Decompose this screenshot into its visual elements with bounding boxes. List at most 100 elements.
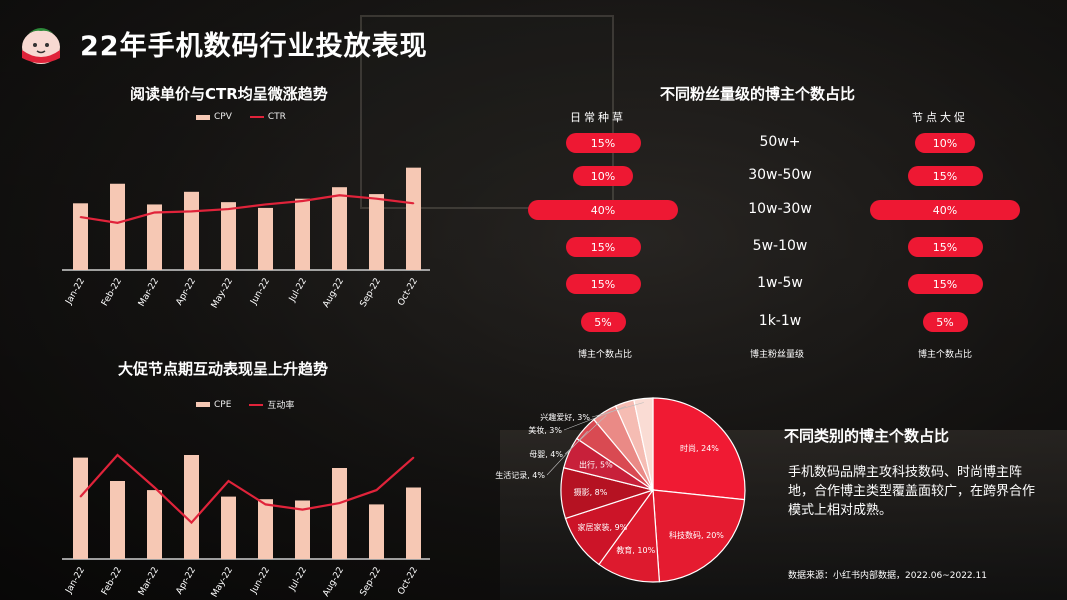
- daily-share-pill: 15%: [565, 133, 641, 153]
- bar-cpv-sep-22: [369, 194, 384, 270]
- bar-cpv-feb-22: [110, 183, 125, 270]
- pie-slice: [633, 397, 654, 491]
- bar-cpv-jul-22: [295, 198, 310, 270]
- x-tick-label: May-22: [210, 566, 235, 600]
- legend-label: 互动率: [267, 401, 295, 411]
- x-tick-label: Aug-22: [321, 277, 346, 310]
- x-tick-label: Jan-22: [64, 277, 87, 308]
- chart1-legend: CPV CTR: [196, 112, 286, 122]
- pie-slice-label: 家居家装, 9%: [577, 522, 627, 532]
- bar-cpe-aug-22: [332, 468, 347, 559]
- promo-share-pill: 15%: [907, 274, 983, 294]
- fan-tier-label: 50w+: [759, 134, 801, 150]
- promo-share-pill: 40%: [870, 200, 1020, 220]
- bar-cpv-apr-22: [184, 191, 199, 270]
- pie-slice-label: 教育, 10%: [616, 545, 655, 555]
- chart2-title: 大促节点期互动表现呈上升趋势: [118, 360, 329, 378]
- legend-bar-swatch: [196, 402, 210, 407]
- legend-label: CPE: [214, 399, 232, 410]
- x-tick-label: Sep-22: [359, 566, 383, 598]
- line-point: [301, 200, 304, 202]
- bar-cpe-sep-22: [369, 504, 384, 559]
- line-point: [375, 197, 378, 200]
- bar-cpe-may-22: [221, 496, 236, 559]
- line-point: [190, 521, 193, 524]
- bar-cpv-mar-22: [147, 204, 162, 270]
- bar-cpv-aug-22: [332, 187, 347, 270]
- pie-slice-label: 兴趣爱好, 3%: [540, 412, 590, 422]
- daily-share-pill: 15%: [565, 237, 641, 257]
- fan-tier-label: 30w-50w: [748, 167, 812, 183]
- line-point: [79, 216, 82, 218]
- fan-tier-label: 1k-1w: [758, 313, 802, 329]
- pie-slice-label: 时尚, 24%: [680, 443, 719, 453]
- x-tick-label: Apr-22: [175, 566, 199, 597]
- pie-slice: [652, 489, 746, 583]
- line-point: [153, 486, 156, 489]
- bar-cpe-apr-22: [184, 455, 199, 559]
- x-tick-label: Oct-22: [396, 277, 420, 308]
- data-source: 数据来源：小红书内部数据，2022.06~2022.11: [788, 571, 987, 581]
- promo-footer: 博主个数占比: [918, 350, 973, 360]
- bar-cpe-jul-22: [295, 500, 310, 559]
- pie-slice-label: 科技数码, 20%: [669, 530, 724, 540]
- summary-text: 手机数码品牌主攻科技数码、时尚博主阵地，合作博主类型覆盖面较广，在跨界合作模式上…: [788, 465, 1036, 518]
- legend-label: CTR: [267, 112, 286, 122]
- bar-cpv-jan-22: [73, 203, 88, 270]
- background-picture-frame: [360, 15, 614, 209]
- line-point: [264, 503, 267, 506]
- legend-bar-swatch: [196, 114, 210, 120]
- bar-cpe-feb-22: [110, 481, 125, 559]
- bar-cpv-jun-22: [258, 207, 273, 270]
- bar-cpe-mar-22: [147, 490, 162, 559]
- promo-share-pill: 15%: [907, 237, 983, 257]
- line-point: [301, 508, 304, 511]
- fan-tier-label: 1w-5w: [757, 275, 803, 291]
- bar-cpv-may-22: [221, 202, 236, 270]
- legend-label: CPV: [214, 112, 232, 122]
- line-point: [338, 194, 341, 197]
- line-point: [338, 502, 341, 504]
- line-series: [80, 194, 414, 224]
- line-point: [190, 210, 193, 213]
- chart1-title: 阅读单价与CTR均呈微涨趋势: [130, 85, 328, 103]
- daily-share-pill: 40%: [528, 200, 678, 220]
- daily-footer: 博主个数占比: [578, 350, 633, 360]
- tier-footer: 博主粉丝量级: [750, 350, 805, 360]
- legend-line-swatch: [249, 116, 264, 118]
- line-point: [79, 495, 82, 498]
- promo-share-pill: 5%: [922, 312, 968, 332]
- pie-leader-line: [591, 402, 644, 418]
- bar-cpe-oct-22: [406, 487, 421, 559]
- line-series: [79, 453, 415, 525]
- promo-share-pill: 10%: [915, 133, 975, 153]
- daily-share-pill: 15%: [565, 274, 641, 294]
- pie-title: 不同类别的博主个数占比: [784, 427, 950, 445]
- x-tick-label: Jan-22: [64, 566, 87, 597]
- pie-slice-label: 母婴, 4%: [529, 450, 563, 459]
- x-tick-label: Apr-22: [175, 277, 199, 308]
- line-point: [264, 203, 267, 206]
- mascot-logo-icon: [22, 28, 60, 64]
- legend-line-swatch: [249, 403, 264, 406]
- pie-leader-line: [546, 430, 588, 476]
- fans-title: 不同粉丝量级的博主个数占比: [660, 85, 856, 103]
- pie-slice-label: 美妆, 3%: [528, 425, 562, 435]
- line-point: [227, 208, 230, 210]
- line-point: [116, 454, 119, 456]
- line-point: [227, 480, 230, 482]
- daily-share-pill: 5%: [580, 312, 626, 332]
- x-tick-label: Mar-22: [137, 277, 161, 309]
- pie-slice-label: 摄影, 8%: [574, 487, 608, 497]
- x-tick-label: Sep-22: [359, 277, 383, 309]
- daily-share-pill: 10%: [573, 166, 633, 186]
- promo-header: 节点大促: [912, 111, 968, 124]
- x-tick-label: Mar-22: [137, 566, 161, 598]
- bar-cpe-jun-22: [258, 499, 273, 559]
- pie-slice-label: 出行, 5%: [579, 460, 613, 470]
- x-tick-label: Jul-22: [287, 277, 309, 305]
- category-pie-chart: 时尚, 24% 科技数码, 20% 教育, 10% 家居家装, 9% 摄影, 8% 出行,…: [495, 397, 746, 583]
- line-point: [153, 211, 156, 214]
- x-tick-label: Jul-22: [287, 566, 309, 594]
- fan-tier-label: 5w-10w: [752, 238, 808, 254]
